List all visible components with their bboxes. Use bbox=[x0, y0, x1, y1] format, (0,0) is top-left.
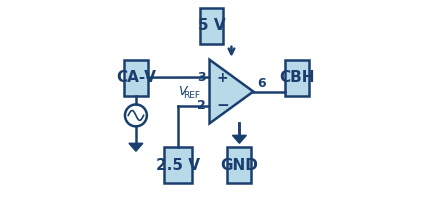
Text: CA-V: CA-V bbox=[116, 70, 155, 85]
Polygon shape bbox=[232, 135, 246, 143]
Text: 5 V: 5 V bbox=[197, 18, 225, 33]
Text: 2: 2 bbox=[196, 99, 205, 112]
Text: 6: 6 bbox=[256, 77, 265, 90]
Polygon shape bbox=[128, 143, 142, 151]
Text: REF: REF bbox=[182, 91, 199, 100]
Text: CBH: CBH bbox=[279, 70, 314, 85]
Polygon shape bbox=[209, 60, 253, 123]
Text: 2.5 V: 2.5 V bbox=[155, 158, 199, 173]
FancyBboxPatch shape bbox=[124, 60, 148, 96]
Text: +: + bbox=[216, 70, 227, 85]
Text: GND: GND bbox=[220, 158, 258, 173]
FancyBboxPatch shape bbox=[199, 8, 223, 44]
Text: −: − bbox=[216, 98, 229, 113]
FancyBboxPatch shape bbox=[163, 147, 191, 183]
FancyBboxPatch shape bbox=[285, 60, 308, 96]
FancyBboxPatch shape bbox=[227, 147, 251, 183]
Text: 3: 3 bbox=[197, 71, 205, 84]
Text: V: V bbox=[178, 85, 186, 98]
